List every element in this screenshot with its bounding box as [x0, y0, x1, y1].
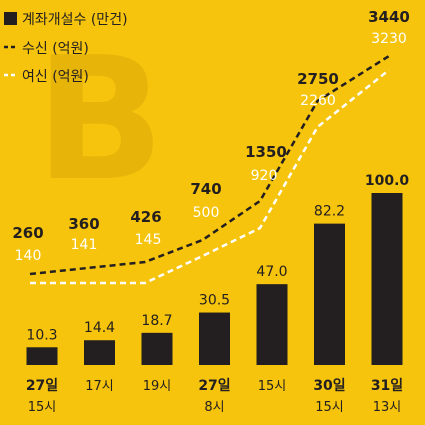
- bar-value-label: 47.0: [256, 264, 287, 280]
- loan-value-label: 3230: [371, 31, 407, 47]
- x-axis-labels: 27일 15시 17시 19시 27일 8시 15시 30일 15시 31일 13시: [26, 378, 403, 415]
- data-labels: 10.3 14.4 18.7 30.5 47.0 82.2 100.0 260 360 426 74…: [12, 8, 410, 343]
- deposit-value-label: 260: [12, 224, 43, 242]
- legend: 계좌개설수 (만건) 수신 (억원) 여신 (억원): [4, 12, 128, 85]
- deposit-value-label: 1350: [245, 143, 287, 161]
- bar: [256, 284, 288, 365]
- bar: [26, 347, 58, 365]
- x-tick-date: 31일: [371, 378, 403, 394]
- x-tick-time: 17시: [85, 379, 114, 394]
- bar-value-label: 100.0: [365, 173, 410, 189]
- x-tick-date: 27일: [198, 378, 230, 394]
- loan-value-label: 500: [193, 205, 220, 221]
- bar-value-label: 14.4: [84, 320, 115, 336]
- deposit-value-label: 426: [130, 208, 161, 226]
- loan-value-label: 145: [135, 232, 162, 248]
- deposit-value-label: 740: [190, 180, 221, 198]
- line-series: [29, 54, 390, 285]
- x-tick-time: 15시: [315, 400, 344, 415]
- bar: [199, 312, 230, 365]
- bar-value-label: 10.3: [26, 327, 57, 343]
- deposit-line: [29, 54, 390, 276]
- loan-value-label: 140: [15, 248, 42, 264]
- legend-swatch-bar: [4, 12, 17, 25]
- bar-value-label: 82.2: [314, 204, 345, 220]
- bar-series: [26, 193, 403, 365]
- bar: [371, 193, 403, 365]
- legend-label-deposit: 수신 (억원): [22, 41, 89, 57]
- x-tick-time: 15시: [258, 379, 287, 394]
- x-tick-time: 13시: [373, 400, 402, 415]
- loan-value-label: 141: [71, 237, 98, 253]
- bar: [314, 223, 345, 365]
- bar: [84, 340, 115, 365]
- legend-label-loan: 여신 (억원): [22, 69, 89, 85]
- watermark-logo: B: [35, 21, 165, 219]
- x-tick-time: 19시: [143, 379, 172, 394]
- x-tick-date: 30일: [313, 378, 345, 394]
- x-tick-time: 8시: [204, 400, 224, 415]
- x-tick-time: 15시: [28, 400, 57, 415]
- deposit-value-label: 360: [68, 215, 99, 233]
- legend-label-bar: 계좌개설수 (만건): [22, 12, 128, 28]
- loan-value-label: 2260: [300, 93, 336, 109]
- deposit-value-label: 2750: [297, 70, 339, 88]
- x-tick-date: 27일: [26, 378, 58, 394]
- bar-value-label: 18.7: [141, 313, 172, 329]
- bar-value-label: 30.5: [199, 293, 230, 309]
- deposit-value-label: 3440: [368, 8, 410, 26]
- bar: [141, 332, 173, 365]
- loan-value-label: 920: [251, 168, 278, 184]
